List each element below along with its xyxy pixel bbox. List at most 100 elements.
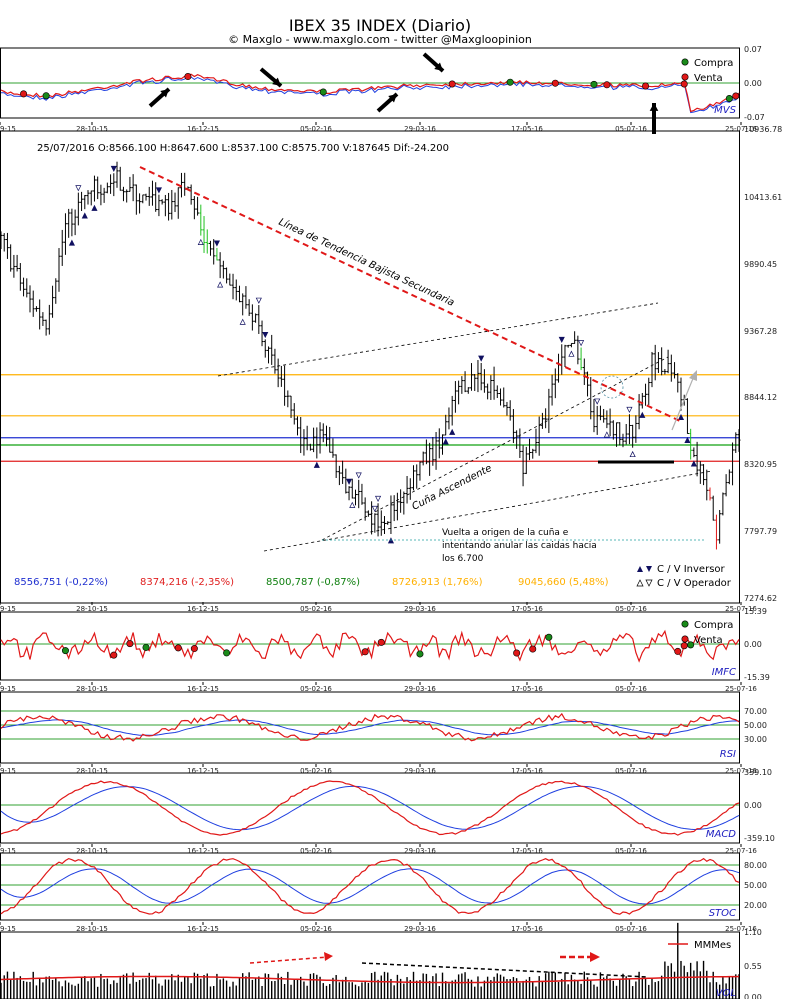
imfc-sell-dot: [174, 644, 182, 652]
imfc-sell-dot: [513, 649, 521, 657]
buy-marker: [639, 411, 646, 418]
x-tick-label: 29-03-16: [404, 125, 436, 133]
stoc-panel-frame: [0, 852, 740, 921]
x-tick-label: 05-07-16: [615, 767, 647, 775]
bearish-trendline: [139, 166, 681, 422]
price-panel-frame: [0, 130, 740, 604]
projection-arrow: [671, 375, 695, 431]
panel-label: MVS: [714, 105, 736, 116]
rsi-panel-frame: [0, 691, 740, 764]
panel-label: RSI: [720, 749, 736, 760]
x-tick-label: 05-07-16: [615, 685, 647, 693]
stoc-signal-line: [0, 868, 740, 905]
y-tick-label: 8320.95: [744, 460, 777, 469]
imfc-sell-dot: [377, 638, 385, 646]
chart-subtitle: © Maxglo - www.maxglo.com - twitter @Max…: [228, 33, 532, 46]
vol-mm-line: [0, 975, 740, 984]
y-tick-label: -359.10: [744, 834, 775, 843]
mvs-sell-dot: [20, 90, 28, 98]
sell-marker: [355, 472, 362, 479]
imfc-legend-sell-dot: [681, 635, 689, 643]
mvs-sell-dot: [184, 73, 192, 81]
imfc-sell-dot: [361, 648, 369, 656]
mvs-buy-dot: [42, 92, 50, 100]
x-tick-label: 28-10-15: [76, 925, 108, 933]
imfc-buy-dot: [416, 650, 424, 658]
vol-arrow-1-head: [324, 952, 333, 961]
mvs-sell-dot: [603, 81, 611, 89]
buy-marker: [442, 438, 449, 445]
trendline-label: Línea de Tendencia Bajista Secundaria: [277, 216, 457, 309]
buy-marker: [68, 239, 75, 246]
imfc-buy-dot: [545, 633, 553, 641]
panel-label: STOC: [709, 908, 736, 919]
mvs-line: [0, 73, 740, 113]
x-tick-label: 9-15: [0, 767, 16, 775]
mvs-sell-dot: [448, 80, 456, 88]
y-tick-label: 0.00: [744, 79, 762, 88]
imfc-legend-buy-label: Compra: [694, 620, 733, 631]
buy-marker: [197, 238, 204, 245]
breakout-circle: [600, 375, 624, 399]
x-tick-label: 25-07-16: [725, 925, 757, 933]
buy-marker: [449, 428, 456, 435]
sell-marker: [75, 185, 82, 192]
x-tick-label: 17-05-16: [511, 847, 543, 855]
x-tick-label: 17-05-16: [511, 605, 543, 613]
x-tick-label: 17-05-16: [511, 925, 543, 933]
sell-marker: [262, 332, 269, 339]
legend-operator-down: [645, 579, 653, 587]
x-tick-label: 9-15: [0, 685, 16, 693]
x-tick-label: 05-02-16: [300, 847, 332, 855]
x-tick-label: 05-02-16: [300, 685, 332, 693]
x-tick-label: 28-10-15: [76, 767, 108, 775]
y-tick-label: 0.00: [744, 801, 762, 810]
x-tick-label: 28-10-15: [76, 125, 108, 133]
imfc-buy-dot: [687, 641, 695, 649]
mvs-sell-dot: [680, 80, 688, 88]
mvs-sell-dot: [642, 82, 650, 90]
buy-marker: [387, 537, 395, 544]
y-tick-label: 20.00: [744, 901, 767, 910]
y-tick-label: 8844.12: [744, 393, 777, 402]
mvs-sell-dot: [551, 79, 559, 87]
wedge-lower-line: [263, 470, 713, 552]
buy-marker: [217, 281, 224, 288]
buy-marker: [677, 413, 685, 421]
legend-operator-up: [636, 579, 644, 587]
buy-marker: [629, 450, 636, 458]
x-tick-label: 05-02-16: [300, 125, 332, 133]
legend-investor-label: C / V Inversor: [657, 564, 726, 575]
x-tick-label: 28-10-15: [76, 685, 108, 693]
buy-marker: [239, 318, 246, 325]
macd-panel-frame: [0, 772, 740, 844]
vol-arrow-1: [249, 956, 329, 964]
ohlc-header: 25/07/2016 O:8566.100 H:8647.600 L:8537.…: [37, 143, 449, 154]
sell-marker: [578, 340, 585, 347]
level-label: 8500,787 (-0,87%): [266, 577, 360, 588]
buy-marker: [81, 212, 88, 219]
buy-marker: [603, 431, 610, 438]
y-tick-label: 10413.61: [744, 193, 782, 202]
buy-marker: [349, 501, 356, 508]
y-tick-label: 359.10: [744, 768, 772, 777]
imfc-sell-dot: [110, 651, 118, 659]
wedge-label: Cuña Ascendente: [410, 463, 493, 513]
imfc-panel-frame: [0, 611, 740, 681]
y-tick-label: 0.55: [744, 962, 762, 971]
x-tick-label: 9-15: [0, 605, 16, 613]
imfc-buy-dot: [61, 647, 69, 655]
y-tick-label: 0.00: [744, 993, 762, 999]
buy-marker: [568, 350, 575, 357]
buy-marker: [684, 436, 691, 444]
imfc-sell-dot: [190, 645, 198, 653]
sell-marker: [213, 240, 220, 247]
legend-sell-label: Venta: [694, 73, 723, 84]
y-tick-label: 50.00: [744, 721, 767, 730]
buy-marker: [91, 204, 98, 211]
y-tick-label: -0.07: [744, 113, 765, 122]
chart-title: IBEX 35 INDEX (Diario): [288, 16, 472, 35]
x-tick-label: 05-07-16: [615, 605, 647, 613]
y-tick-label: 0.07: [744, 45, 762, 54]
note-line: los 6.700: [442, 554, 484, 564]
